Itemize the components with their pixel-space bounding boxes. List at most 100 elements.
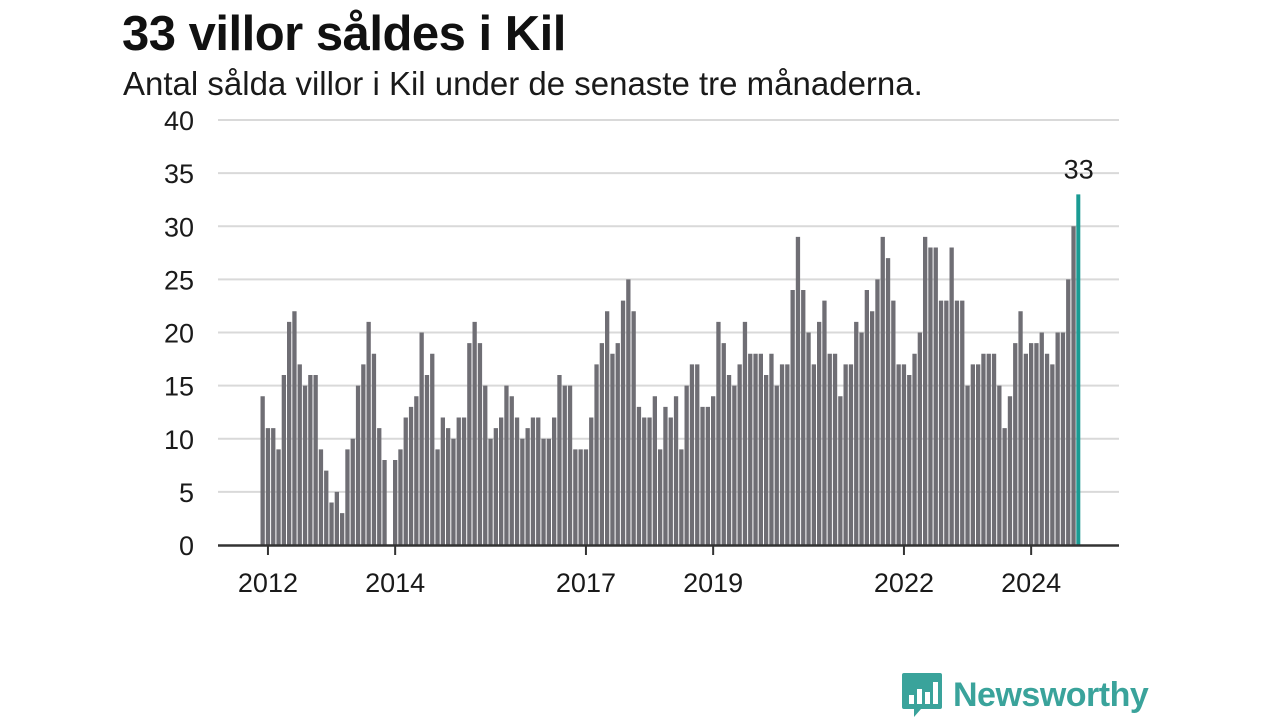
bar xyxy=(1055,332,1060,545)
gridlines xyxy=(218,119,1119,493)
bar xyxy=(737,364,742,545)
bar xyxy=(355,385,361,545)
bar xyxy=(923,236,928,545)
y-tick-label: 35 xyxy=(164,159,194,189)
bar xyxy=(583,449,589,545)
bar xyxy=(265,428,271,545)
bar xyxy=(848,364,854,545)
bar xyxy=(488,438,493,545)
bar xyxy=(779,364,785,545)
x-tick-label: 2022 xyxy=(874,568,934,598)
bar xyxy=(435,449,440,545)
bar xyxy=(477,343,483,545)
y-tick-label: 5 xyxy=(179,478,194,508)
bar xyxy=(361,364,366,545)
bar xyxy=(689,364,695,545)
bar xyxy=(790,290,795,545)
x-axis-ticks xyxy=(266,545,1033,555)
bar xyxy=(949,247,954,545)
bar xyxy=(997,385,1002,545)
bar xyxy=(870,311,875,545)
x-tick-label: 2012 xyxy=(238,568,298,598)
bar xyxy=(546,438,551,545)
bar xyxy=(260,396,265,545)
y-axis-labels: 0 5 10 15 20 25 30 35 40 xyxy=(164,106,194,561)
bar xyxy=(499,417,504,545)
bar xyxy=(1029,343,1034,545)
bar xyxy=(567,385,573,545)
bar xyxy=(430,353,435,545)
bar xyxy=(981,353,986,545)
bar xyxy=(324,470,329,545)
bar xyxy=(509,396,514,545)
bar xyxy=(960,300,965,545)
bar xyxy=(944,300,949,545)
bar xyxy=(843,364,848,545)
bar xyxy=(393,460,398,545)
bar xyxy=(838,396,843,545)
bar xyxy=(758,353,763,545)
bar xyxy=(334,491,339,545)
bar xyxy=(1066,279,1071,545)
y-tick-label: 25 xyxy=(164,265,194,295)
bar xyxy=(557,375,562,545)
bar xyxy=(711,396,716,545)
bar xyxy=(308,375,313,545)
bar xyxy=(573,449,578,545)
bar xyxy=(859,332,864,545)
bar xyxy=(456,417,461,545)
bar xyxy=(864,290,869,545)
bar xyxy=(366,321,371,545)
bar xyxy=(318,449,324,545)
y-tick-label: 0 xyxy=(179,531,194,561)
bar xyxy=(891,300,896,545)
bar xyxy=(938,300,944,545)
bar xyxy=(1039,332,1044,545)
bar xyxy=(695,364,700,545)
bar xyxy=(769,353,774,545)
bars xyxy=(260,194,1081,545)
x-tick-label: 2014 xyxy=(365,568,425,598)
bar xyxy=(292,311,297,545)
bar xyxy=(636,406,642,545)
bar xyxy=(398,449,403,545)
bar xyxy=(440,417,445,545)
bar xyxy=(340,513,345,545)
bar xyxy=(302,385,308,545)
bar xyxy=(536,417,541,545)
y-tick-label: 10 xyxy=(164,425,194,455)
bar xyxy=(419,332,424,545)
bar xyxy=(626,279,631,545)
bar xyxy=(631,311,636,545)
highlight-value-label: 33 xyxy=(1064,154,1094,184)
bar xyxy=(525,428,530,545)
bar xyxy=(726,375,732,545)
bar xyxy=(1018,311,1023,545)
x-tick-label: 2019 xyxy=(683,568,743,598)
bar xyxy=(620,300,626,545)
bar xyxy=(297,364,302,545)
bar xyxy=(610,353,615,545)
bar xyxy=(732,385,737,545)
bar xyxy=(912,353,917,545)
bar xyxy=(271,428,276,545)
bar xyxy=(716,321,721,545)
bar xyxy=(991,353,997,545)
bar xyxy=(647,417,652,545)
bar xyxy=(1023,353,1028,545)
bar xyxy=(748,353,753,545)
bar xyxy=(976,364,981,545)
bar xyxy=(504,385,509,545)
bar xyxy=(705,406,710,545)
bar xyxy=(446,428,451,545)
bar xyxy=(742,321,748,545)
bar xyxy=(753,353,758,545)
bar xyxy=(875,279,880,545)
bar xyxy=(493,428,498,545)
bar xyxy=(377,428,382,545)
y-tick-label: 30 xyxy=(164,212,194,242)
bar xyxy=(578,449,583,545)
bar xyxy=(684,385,689,545)
bar xyxy=(1050,364,1055,545)
chart-subtitle: Antal sålda villor i Kil under de senast… xyxy=(123,65,923,102)
